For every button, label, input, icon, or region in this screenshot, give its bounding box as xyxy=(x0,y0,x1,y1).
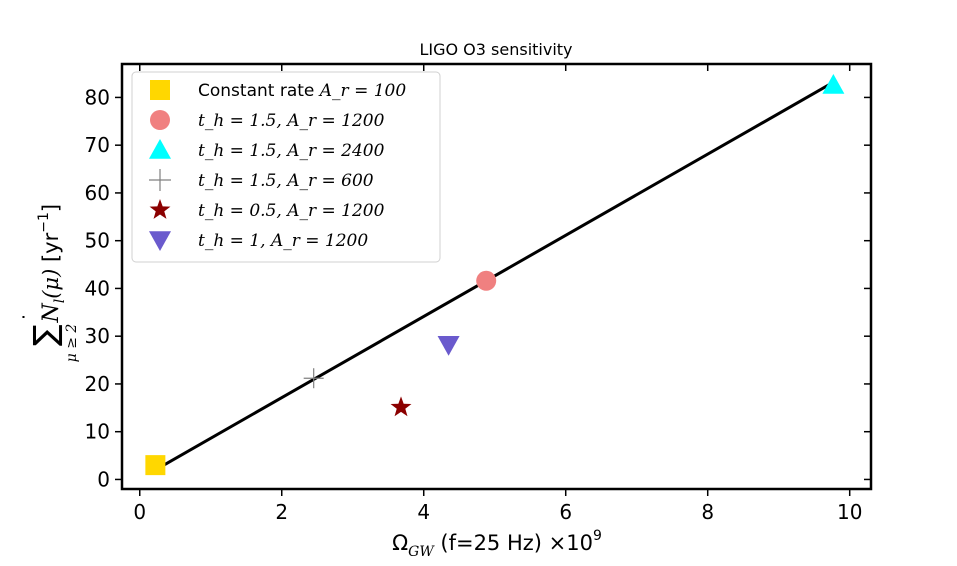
data-point-triangle-down xyxy=(437,335,460,356)
legend-label-part: t_h = 0.5, xyxy=(198,201,287,221)
y-tick-label: 30 xyxy=(85,324,110,348)
legend-label: t_h = 0.5, A_r = 1200 xyxy=(198,201,385,221)
legend-box xyxy=(131,71,441,263)
legend-label-part: A_r = 100 xyxy=(318,81,407,101)
legend: Constant rate A_r = 100 t_h = 1.5, A_r = … xyxy=(131,71,441,263)
legend-label-part: A_r = 1200 xyxy=(269,231,368,251)
legend-label-part: A_r = 1200 xyxy=(285,201,384,221)
legend-label: t_h = 1.5, A_r = 600 xyxy=(198,171,374,191)
svg-text:μ ≥ 2: μ ≥ 2 xyxy=(64,324,80,363)
axis-ticks: 0 2 4 6 8 10 0 10 20 30 40 50 60 70 80 xyxy=(85,64,871,524)
legend-marker-plus xyxy=(149,169,171,191)
data-point-square xyxy=(145,455,166,476)
legend-marker-circle xyxy=(150,110,170,130)
y-tick-label: 10 xyxy=(85,420,110,444)
svg-text:˙: ˙ xyxy=(19,312,43,322)
y-tick-label: 50 xyxy=(85,229,110,253)
y-tick-label: 70 xyxy=(85,133,110,157)
legend-marker-square xyxy=(150,80,170,100)
legend-label-part: t_h = 1.5, xyxy=(198,111,287,131)
legend-items: Constant rate A_r = 100 t_h = 1.5, A_r = … xyxy=(149,80,406,251)
legend-label: t_h = 1.5, A_r = 2400 xyxy=(198,141,385,161)
x-tick-label: 4 xyxy=(417,500,430,524)
y-tick-label: 20 xyxy=(85,372,110,396)
y-tick-label: 0 xyxy=(97,467,110,491)
legend-label: t_h = 1.5, A_r = 1200 xyxy=(198,111,385,131)
legend-label-part: t_h = 1.5, xyxy=(198,171,287,191)
legend-label: t_h = 1, A_r = 1200 xyxy=(198,231,368,251)
y-tick-label: 60 xyxy=(85,181,110,205)
svg-text:∑Nl(μ) [yr−1]: ∑Nl(μ) [yr−1] xyxy=(26,204,68,346)
data-point-triangle-up xyxy=(822,74,845,94)
x-tick-label: 2 xyxy=(275,500,288,524)
legend-label-part: t_h = 1, xyxy=(198,231,271,251)
y-tick-label: 80 xyxy=(85,85,110,109)
legend-label-part: A_r = 2400 xyxy=(285,141,384,161)
chart-title: LIGO O3 sensitivity xyxy=(419,40,572,59)
legend-marker-triangle-up xyxy=(149,139,171,159)
x-tick-label: 10 xyxy=(837,500,862,524)
data-point-star xyxy=(390,396,412,417)
x-tick-label: 8 xyxy=(701,500,714,524)
plot-frame xyxy=(120,62,873,491)
data-point-plus xyxy=(303,368,324,389)
legend-label-part: A_r = 600 xyxy=(285,171,374,191)
legend-label-part: A_r = 1200 xyxy=(285,111,384,131)
x-tick-label: 0 xyxy=(133,500,146,524)
x-tick-label: 6 xyxy=(559,500,572,524)
legend-marker-star xyxy=(149,199,171,219)
legend-label: Constant rate A_r = 100 xyxy=(198,81,406,101)
legend-marker-triangle-down xyxy=(149,231,171,251)
y-tick-label: 40 xyxy=(85,276,110,300)
legend-label-part: t_h = 1.5, xyxy=(198,141,287,161)
legend-label-part: Constant rate xyxy=(198,81,320,101)
data-points xyxy=(145,74,845,476)
y-axis-label: ∑Nl(μ) [yr−1] μ ≥ 2 ˙ xyxy=(19,204,80,362)
x-axis-label: ΩGW (f=25 Hz) ×109 xyxy=(392,528,602,560)
data-point-circle xyxy=(476,270,497,291)
